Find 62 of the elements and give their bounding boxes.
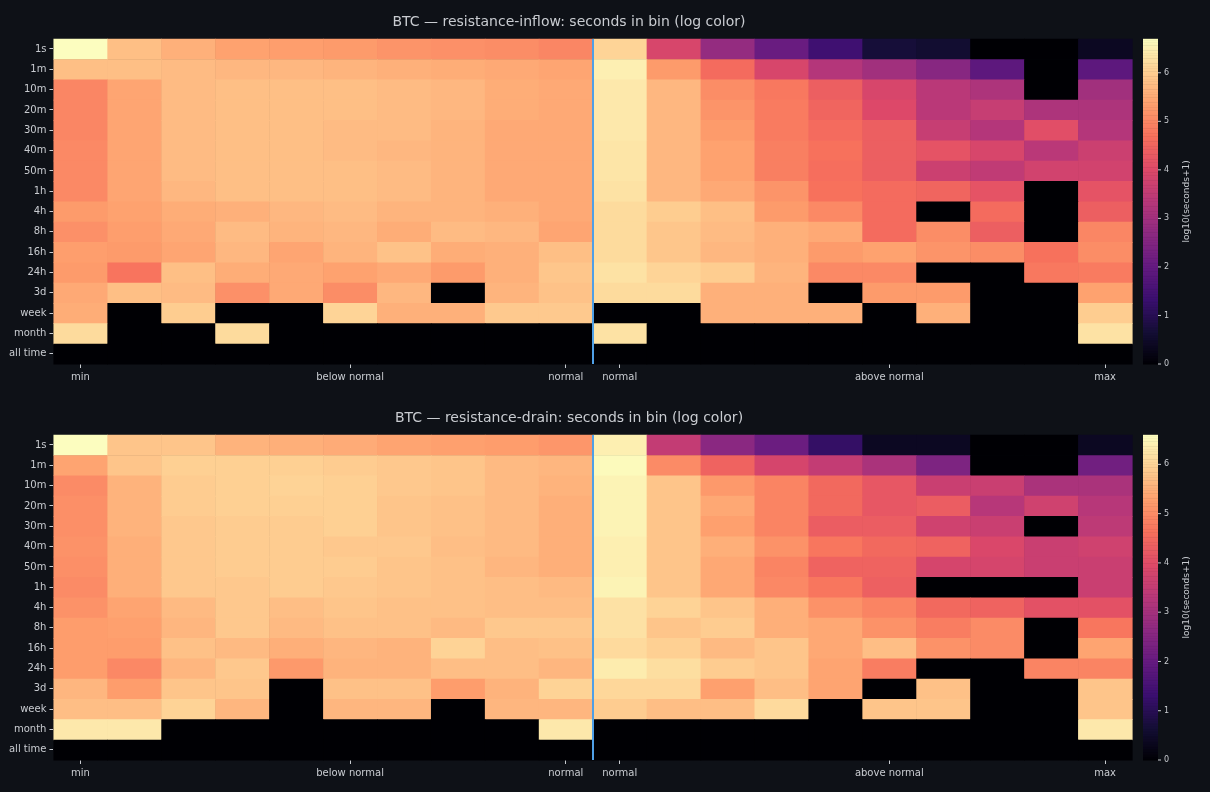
y-tick-label: 4h <box>33 205 47 217</box>
y-tick-label: 20m <box>23 103 47 115</box>
color-bar-label: 4 <box>1164 557 1170 567</box>
x-tick-label: below normal <box>316 370 384 382</box>
color-bar-label: 6 <box>1164 459 1170 469</box>
x-tick-label: max <box>1094 766 1117 778</box>
y-tick-label: 1h <box>33 184 47 196</box>
y-tick-label: all time <box>8 743 47 755</box>
y-tick-label: 1s <box>34 438 47 450</box>
y-tick-label: 30m <box>23 519 47 531</box>
x-tick-label: above normal <box>854 370 924 382</box>
y-tick-label: 8h <box>33 621 47 633</box>
y-tick-label: 50m <box>23 560 47 572</box>
x-tick-label: min <box>70 370 90 382</box>
x-tick-label: normal <box>602 370 638 382</box>
y-tick-label: 16h <box>27 641 47 653</box>
color-bar-label: 1 <box>1164 310 1170 320</box>
color-bar-label: 0 <box>1164 359 1170 369</box>
x-tick-label: normal <box>548 370 584 382</box>
x-tick-label: normal <box>548 766 584 778</box>
y-tick-label: month <box>13 723 47 735</box>
y-tick-label: 3d <box>33 682 47 694</box>
color-bar-title: log10(seconds+1) <box>1181 160 1192 243</box>
x-tick-label: above normal <box>854 766 924 778</box>
color-bar-label: 6 <box>1164 67 1170 77</box>
color-bar-label: 2 <box>1164 262 1170 271</box>
x-tick-label: below normal <box>316 766 384 778</box>
y-tick-label: week <box>20 306 47 318</box>
x-tick-label: min <box>70 766 90 778</box>
color-bar-label: 2 <box>1164 656 1170 666</box>
y-tick-label: 8h <box>33 225 47 237</box>
y-tick-label: 30m <box>23 123 47 135</box>
color-bar-label: 4 <box>1164 164 1170 174</box>
y-tick-label: 24h <box>27 662 47 674</box>
y-tick-label: month <box>13 327 47 339</box>
y-tick-label: 1h <box>33 580 47 592</box>
color-bar-label: 0 <box>1164 755 1170 765</box>
x-tick-label: max <box>1094 370 1117 382</box>
y-tick-label: all time <box>8 347 47 359</box>
y-tick-label: 1m <box>30 62 47 74</box>
y-tick-label: week <box>20 702 47 714</box>
chart-title: BTC — resistance-inflow: seconds in bin (log color) <box>392 13 746 30</box>
y-tick-label: 1s <box>34 42 47 54</box>
color-bar-title: log10(seconds+1) <box>1181 556 1192 639</box>
y-tick-label: 20m <box>23 499 47 511</box>
y-tick-label: 4h <box>33 601 47 613</box>
y-tick-label: 50m <box>23 164 47 176</box>
y-tick-label: 40m <box>23 144 47 156</box>
y-tick-label: 24h <box>27 266 47 278</box>
color-bar-label: 5 <box>1164 116 1170 126</box>
color-bar-label: 1 <box>1164 705 1170 715</box>
y-tick-label: 40m <box>23 540 47 552</box>
color-bar-label: 5 <box>1164 508 1170 518</box>
y-tick-label: 10m <box>23 479 47 491</box>
chart-title: BTC — resistance-drain: seconds in bin (log color) <box>394 409 744 426</box>
color-bar-label: 3 <box>1164 213 1170 223</box>
y-tick-label: 3d <box>33 286 47 298</box>
color-bar-label: 3 <box>1164 607 1170 617</box>
y-tick-label: 16h <box>27 245 47 257</box>
x-tick-label: normal <box>602 766 638 778</box>
y-tick-label: 1m <box>30 458 47 470</box>
y-tick-label: 10m <box>23 83 47 95</box>
